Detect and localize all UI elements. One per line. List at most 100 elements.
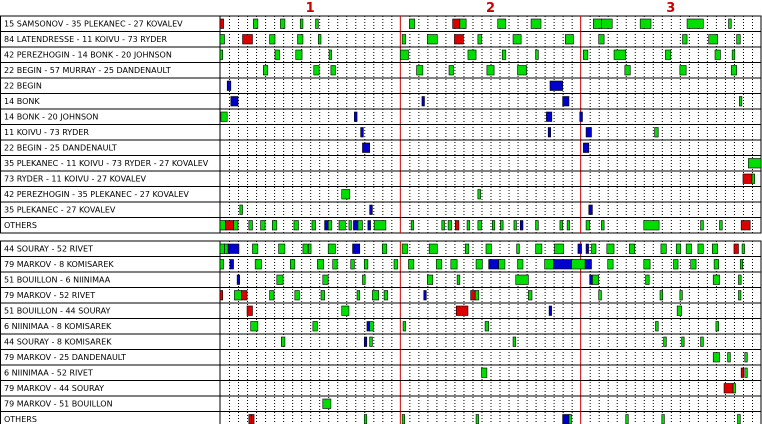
- shift-block-es: [713, 259, 719, 270]
- row-label: 14 BONK: [4, 97, 40, 106]
- shift-block-es: [727, 352, 731, 363]
- shift-block-es: [484, 321, 489, 332]
- shift-block-pk: [367, 220, 371, 231]
- row-label: 84 LATENDRESSE - 11 KOIVU - 73 RYDER: [4, 35, 167, 44]
- shift-block-es: [401, 414, 405, 424]
- shift-block-pp: [246, 305, 253, 316]
- shift-block-pk: [324, 220, 329, 231]
- row-label: OTHERS: [4, 221, 37, 230]
- shift-block-es: [311, 220, 316, 231]
- shift-block-pp: [455, 305, 469, 316]
- shift-block-es: [294, 290, 300, 301]
- shift-block-pk: [230, 96, 239, 107]
- shift-block-pk: [229, 259, 234, 270]
- shift-block-es: [685, 243, 692, 254]
- shift-block-pp: [241, 290, 248, 301]
- shift-block-pp: [454, 34, 464, 45]
- shift-block-es: [751, 173, 755, 184]
- period-label: 3: [666, 1, 675, 16]
- shift-block-es: [363, 414, 368, 424]
- shift-block-es: [559, 220, 563, 231]
- shift-block-es: [448, 65, 454, 76]
- shift-block-es: [535, 49, 539, 60]
- row-label: 22 BEGIN - 25 DANDENAULT: [4, 144, 117, 153]
- shift-block-es: [744, 367, 748, 378]
- shift-block-es: [592, 18, 602, 29]
- shift-block-es: [744, 352, 748, 363]
- shift-block-es: [239, 204, 243, 215]
- shift-block-es: [607, 259, 614, 270]
- shift-block-es: [517, 65, 527, 76]
- shift-block-es: [492, 220, 496, 231]
- shift-block-es: [320, 290, 325, 301]
- shift-block-es: [659, 290, 664, 301]
- shift-block-es: [697, 243, 704, 254]
- row-label: 79 MARKOV - 51 BOUILLON: [4, 400, 113, 409]
- shift-block-es: [585, 220, 590, 231]
- shift-block-pk: [236, 274, 240, 285]
- shift-block-pp: [740, 367, 744, 378]
- shift-block-es: [583, 49, 589, 60]
- shift-block-es: [748, 158, 762, 169]
- shift-block-es: [317, 34, 322, 45]
- shift-block-es: [571, 259, 586, 270]
- shift-block-es: [350, 259, 355, 270]
- shift-block-es: [290, 259, 296, 270]
- shift-block-es: [252, 243, 259, 254]
- shift-block-es: [428, 243, 438, 254]
- shift-block-es: [601, 220, 605, 231]
- shift-block-es: [369, 321, 374, 332]
- shift-block-pk: [562, 96, 570, 107]
- shift-block-pp: [248, 414, 252, 424]
- shift-block-es: [700, 336, 704, 347]
- shift-block-es: [327, 243, 336, 254]
- row-label: 6 NIINIMAA - 52 RIVET: [4, 369, 93, 378]
- shift-block-es: [665, 49, 672, 60]
- shift-block-es: [447, 220, 453, 231]
- shift-block-pk: [553, 259, 572, 270]
- shift-block-es: [712, 352, 720, 363]
- shift-block-es: [592, 274, 599, 285]
- shift-block-es: [728, 18, 732, 29]
- shift-block-es: [613, 49, 627, 60]
- shift-block-es: [515, 274, 529, 285]
- shift-block-es: [357, 220, 363, 231]
- shift-block-es: [645, 274, 650, 285]
- shift-block-es: [313, 65, 320, 76]
- shift-block-es: [383, 290, 389, 301]
- shift-block-es: [660, 243, 667, 254]
- shift-block-es: [219, 243, 225, 254]
- row-label: 44 SOURAY - 8 KOMISAREK: [4, 338, 112, 347]
- shift-block-pk: [584, 259, 592, 270]
- shift-block-es: [219, 34, 225, 45]
- shift-block-es: [714, 49, 721, 60]
- shift-block-es: [250, 321, 259, 332]
- shift-block-es: [427, 34, 438, 45]
- shift-block-es: [601, 18, 613, 29]
- shift-block-pp: [723, 383, 734, 394]
- row-label: 42 PEREZHOGIN - 14 BONK - 20 JOHNSON: [4, 51, 172, 60]
- shift-block-es: [322, 398, 332, 409]
- row-label: 11 KOIVU - 73 RYDER: [4, 128, 89, 137]
- shift-block-es: [475, 259, 483, 270]
- shift-block-pp: [219, 290, 224, 301]
- shift-block-pk: [363, 336, 368, 347]
- row-label: 22 BEGIN: [4, 82, 42, 91]
- shift-block-pk: [227, 243, 240, 254]
- shift-block-es: [516, 243, 520, 254]
- shift-block-es: [736, 34, 741, 45]
- row-label: 35 PLEKANEC - 27 KOVALEV: [4, 206, 116, 215]
- shift-block-es: [474, 290, 480, 301]
- shift-block-es: [741, 243, 745, 254]
- shift-block-pk: [562, 414, 570, 424]
- shift-block-es: [276, 274, 284, 285]
- shift-block-es: [427, 274, 434, 285]
- shift-block-es: [410, 220, 414, 231]
- shift-block-pk: [588, 204, 593, 215]
- shift-block-es: [629, 243, 636, 254]
- shift-block-es: [393, 259, 398, 270]
- row-label: 73 RYDER - 11 KOIVU - 27 KOVALEV: [4, 175, 147, 184]
- shift-block-es: [712, 274, 720, 285]
- shift-block-pk: [546, 111, 553, 122]
